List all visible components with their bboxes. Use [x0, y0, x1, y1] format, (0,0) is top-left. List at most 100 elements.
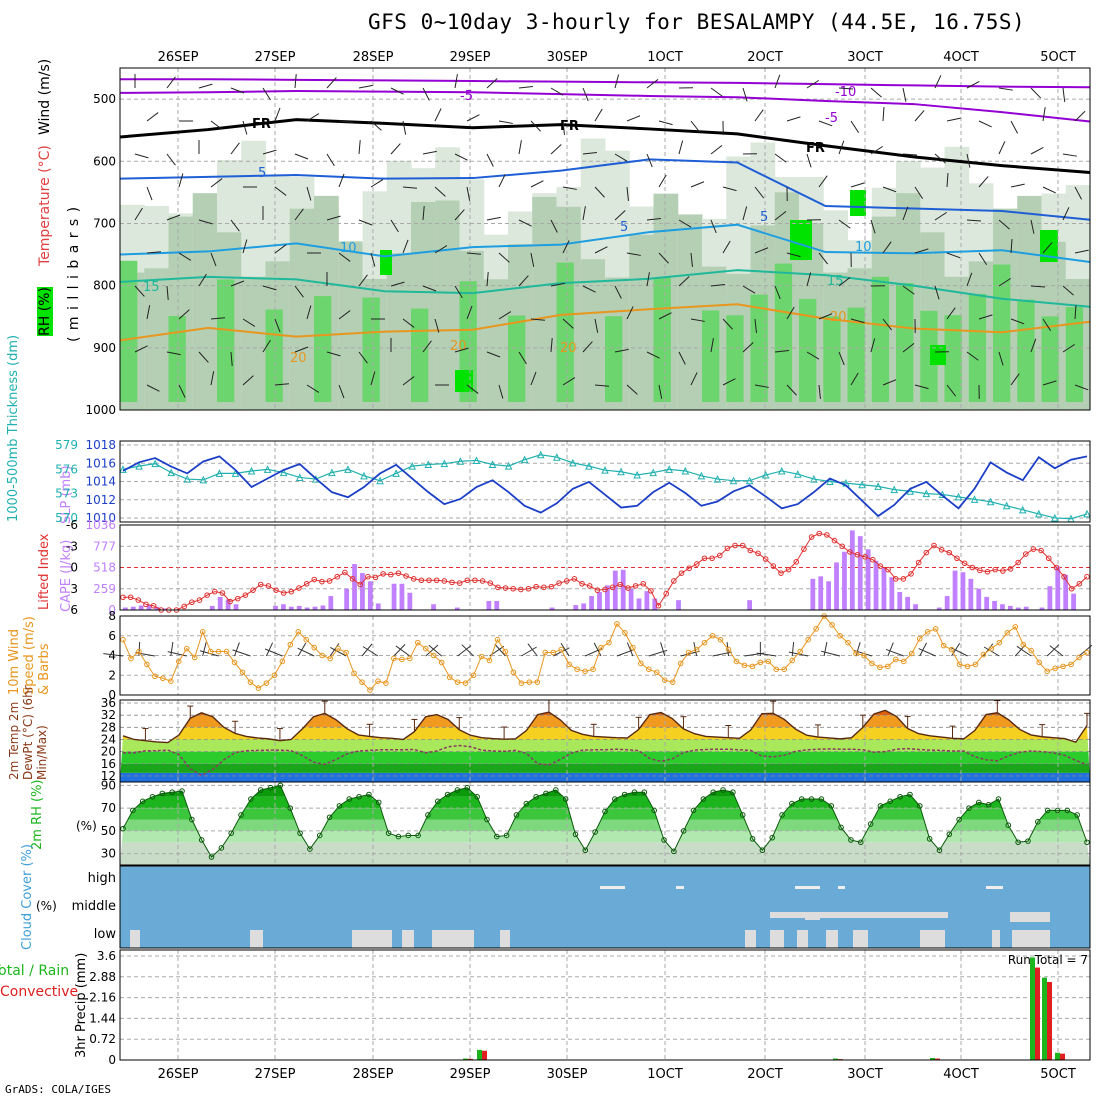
precip-conv-bar	[1035, 967, 1040, 1060]
rh-line-point	[189, 816, 195, 823]
wind-speed-line-point	[829, 622, 835, 628]
wind-barb	[870, 338, 876, 353]
lifted-index-line-point	[586, 583, 593, 589]
wind-barb	[934, 211, 948, 221]
cape-bar	[431, 604, 436, 610]
wind-barb	[1010, 318, 1025, 325]
lifted-index-line-point	[242, 592, 249, 598]
wind-barb	[198, 351, 209, 363]
wind-barb	[1010, 183, 1025, 188]
cape-bar	[375, 603, 381, 610]
wind-barb	[722, 378, 736, 386]
wind-speed-line-point	[1052, 665, 1058, 672]
lifted-index-line-point	[648, 588, 654, 594]
wind-barb	[230, 351, 233, 366]
wind-barb	[530, 252, 535, 267]
wind-speed-line-point	[797, 648, 803, 655]
wind-barb	[902, 342, 915, 353]
wind-barb	[678, 351, 686, 365]
lifted-index-line-point	[196, 597, 203, 603]
wind-barb	[486, 216, 501, 221]
wind-speed-line-point	[319, 652, 325, 659]
surface-wind-barb	[885, 648, 904, 657]
thickness-point	[601, 466, 609, 474]
wind-barb	[306, 186, 312, 201]
lifted-index-line-point	[540, 584, 547, 591]
wind-barb	[998, 351, 1004, 366]
wind-barb	[242, 239, 248, 254]
wind-barb	[786, 116, 801, 122]
cape-bar	[217, 596, 223, 610]
wind-tick-label: 6	[108, 629, 116, 643]
wind-barb	[358, 140, 361, 155]
wind-speed-line-point	[518, 680, 525, 686]
lifted-index-line-point	[915, 559, 922, 566]
rh-line-point	[474, 793, 480, 800]
wind-barb	[902, 153, 918, 156]
wind-barb	[166, 76, 176, 89]
wind-barb	[402, 120, 407, 135]
wind-barb	[306, 384, 320, 393]
wind-barb	[626, 384, 638, 395]
rh-bright-patch	[790, 220, 812, 260]
temp-contour--10	[120, 78, 1091, 89]
top-date-label: 27SEP	[255, 50, 296, 65]
lifted-index-line-point	[671, 578, 677, 584]
rh-green-band	[1065, 307, 1084, 402]
wind-barb	[690, 120, 701, 133]
rh-line-point	[395, 833, 402, 840]
wind-barb	[882, 106, 885, 122]
wind-speed-line-point	[837, 632, 843, 639]
wind-barb	[1042, 186, 1056, 194]
rh-line-point	[848, 837, 854, 843]
lifted-index-line-point	[579, 580, 585, 587]
rh-bright-patch	[380, 250, 392, 275]
wind-speed-line-point	[422, 645, 429, 652]
cape-bar	[889, 577, 895, 610]
surface-wind-barb	[135, 652, 155, 657]
cloud-frame	[119, 865, 1091, 949]
profile-tick-label: 600	[93, 154, 116, 168]
wind-speed-line-point	[335, 645, 341, 652]
lifted-index-line-point	[441, 578, 448, 584]
lifted-index-line-point	[602, 586, 608, 593]
precip-total-bar	[477, 1049, 482, 1060]
lifted-index-line-point	[808, 534, 815, 540]
wind-speed-line-point	[853, 650, 859, 657]
run-total-label: Run Total = 7	[1008, 953, 1088, 967]
wind-speed-line-point	[446, 674, 453, 681]
wind-barb	[998, 219, 1010, 230]
rh-line-point	[484, 816, 490, 823]
lifted-index-line-point	[984, 568, 991, 575]
wind-barb	[178, 173, 184, 188]
thickness-point	[247, 466, 256, 475]
surface-wind-barb	[457, 645, 472, 657]
wind-barb	[518, 351, 527, 365]
wind-speed-line-point	[685, 649, 692, 656]
lifted-index-line-point	[502, 585, 509, 591]
rh-line-point	[149, 793, 156, 800]
surface-wind-barb	[693, 642, 698, 657]
thickness-point	[697, 471, 706, 480]
rh-line-point	[1084, 839, 1090, 846]
cape-bar	[1039, 607, 1045, 610]
thickness-point	[1051, 513, 1059, 522]
cloud-mid-bar	[805, 912, 820, 920]
rh-line-point	[877, 803, 884, 809]
wind-barb	[242, 318, 256, 327]
wind-barb	[838, 276, 851, 287]
wind-barb	[326, 77, 337, 89]
wind-barb	[550, 338, 553, 353]
cape-bar	[873, 560, 879, 610]
lifted-index-line-point	[319, 578, 325, 585]
wind-speed-line-point	[454, 679, 461, 685]
cloud-unit-label: (%)	[36, 899, 57, 913]
wind-barb	[614, 348, 629, 353]
wind-speed-line-point	[1028, 647, 1035, 654]
wind-barb	[294, 74, 297, 89]
wind-tick-label: 0	[108, 688, 116, 702]
rh-green-band	[508, 315, 526, 402]
rh-green-band	[217, 279, 235, 402]
wind-barb	[390, 281, 405, 287]
rh-line-point	[651, 807, 657, 814]
